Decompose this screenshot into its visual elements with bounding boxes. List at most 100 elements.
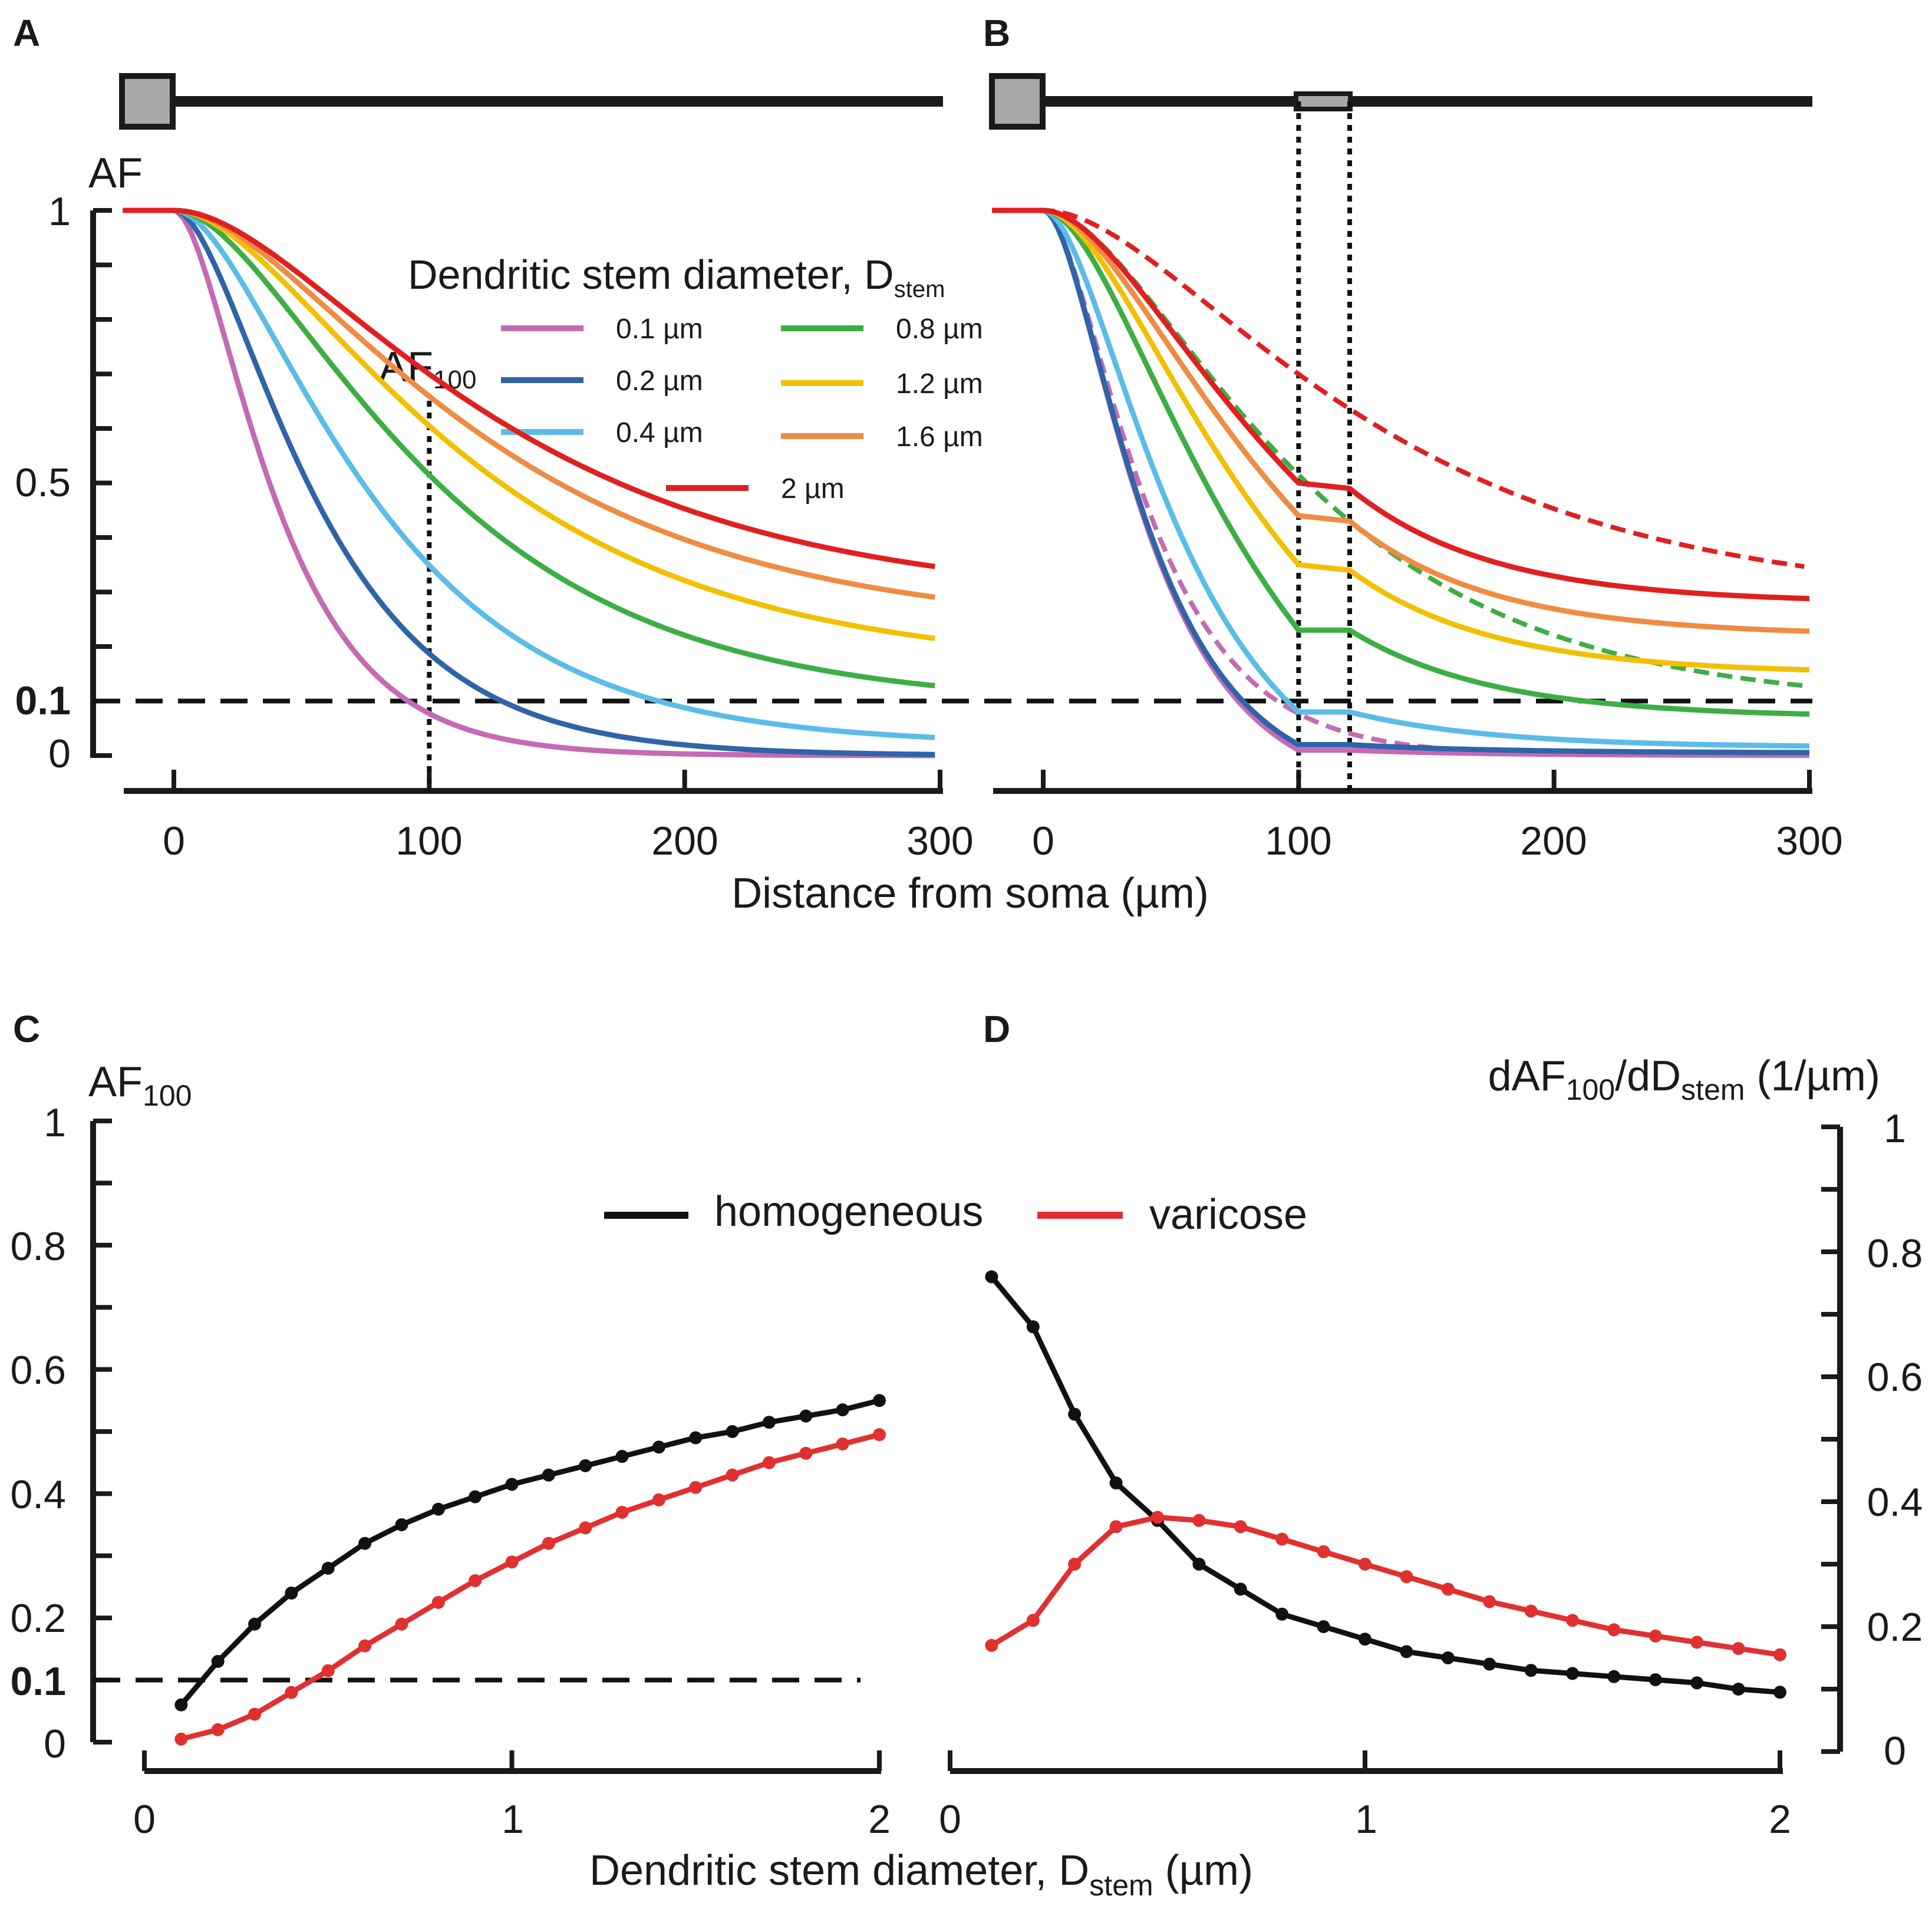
y-axis-title: AF100 — [88, 1058, 192, 1112]
x-tick-label: 0 — [133, 1797, 156, 1842]
y-axis-title: AF — [88, 150, 143, 197]
data-point-homogeneous — [1483, 1657, 1496, 1671]
data-point-varicose — [1732, 1642, 1745, 1656]
y-axis-title: dAF100/dDstem (1/µm) — [1488, 1053, 1880, 1106]
data-point-homogeneous — [248, 1617, 262, 1631]
data-point-varicose — [652, 1493, 665, 1506]
data-point-homogeneous — [579, 1459, 592, 1472]
data-point-varicose — [1026, 1614, 1040, 1627]
data-point-homogeneous — [1441, 1651, 1455, 1664]
top-x-axis-title: Distance from soma (µm) — [731, 870, 1209, 917]
x-tick-label: 2 — [868, 1797, 891, 1842]
data-point-homogeneous — [321, 1561, 335, 1575]
x-tick-label: 0 — [1032, 819, 1054, 863]
series-line-02 — [123, 207, 935, 757]
series-line-varicose — [992, 207, 1810, 717]
data-point-varicose — [1400, 1570, 1413, 1584]
data-point-varicose — [1690, 1635, 1704, 1649]
data-point-homogeneous — [1234, 1582, 1247, 1596]
legend-label: 0.4 µm — [616, 417, 703, 449]
data-point-varicose — [1109, 1520, 1123, 1534]
series-line-varicose — [992, 207, 1810, 602]
legend-label: 1.2 µm — [896, 368, 983, 400]
legend-label-varicose: varicose — [1149, 1191, 1307, 1238]
panel-d-axes: 1 0.8 0.6 0.4 0.2 0 0 1 2 dAF100/dDstem … — [939, 1053, 1923, 1842]
schematic-varicose — [989, 73, 1812, 130]
x-tick-label: 1 — [502, 1797, 524, 1842]
legend-label: 0.2 µm — [616, 365, 703, 397]
series-line-16 — [123, 207, 935, 600]
panel-letter-d: D — [983, 1008, 1010, 1050]
schematic-homogeneous — [119, 73, 943, 130]
data-point-varicose — [469, 1574, 482, 1587]
legend-title: Dendritic stem diameter, Dstem — [408, 252, 945, 302]
reference-dashed-line — [992, 208, 1805, 569]
data-point-varicose — [1649, 1629, 1662, 1643]
y-tick-label: 0.4 — [10, 1472, 66, 1517]
legend-label: 0.1 µm — [616, 314, 703, 345]
x-tick-label: 100 — [1265, 819, 1331, 863]
data-point-homogeneous — [1275, 1607, 1289, 1621]
y-tick-label: 0.6 — [1867, 1355, 1923, 1400]
data-point-homogeneous — [1400, 1645, 1413, 1658]
data-point-varicose — [1441, 1582, 1455, 1596]
y-tick-label: 0.1 — [15, 678, 71, 723]
series-line-varicose — [992, 207, 1809, 759]
data-point-homogeneous — [1566, 1667, 1579, 1680]
data-point-homogeneous — [1607, 1670, 1621, 1683]
legend-label: 1.6 µm — [896, 421, 983, 453]
series-line-varicose — [992, 207, 1810, 673]
data-point-varicose — [1068, 1558, 1082, 1571]
panel-a-plot — [93, 207, 1812, 791]
legend-cable-type: homogeneous varicose — [604, 1188, 1307, 1238]
data-point-varicose — [1151, 1511, 1164, 1524]
y-tick-label: 1 — [48, 189, 71, 234]
y-tick-label: 0.6 — [10, 1348, 66, 1393]
data-point-varicose — [1524, 1604, 1538, 1618]
data-point-varicose — [726, 1468, 739, 1482]
y-tick-label: 0.5 — [15, 460, 71, 505]
data-point-homogeneous — [1649, 1673, 1662, 1687]
data-point-varicose — [689, 1480, 703, 1494]
y-tick-label: 0 — [1884, 1729, 1906, 1773]
panel-c-axes: 1 0.8 0.6 0.4 0.2 0.1 0 0 1 2 AF100 — [10, 1058, 890, 1842]
data-point-varicose — [985, 1638, 998, 1652]
data-point-homogeneous — [211, 1654, 225, 1668]
data-point-homogeneous — [1732, 1683, 1745, 1696]
data-point-homogeneous — [358, 1536, 372, 1550]
data-point-homogeneous — [469, 1490, 482, 1503]
data-point-varicose — [579, 1521, 592, 1535]
data-point-homogeneous — [836, 1403, 849, 1417]
series-line-08 — [123, 207, 935, 688]
series-line-varicose — [992, 207, 1810, 749]
data-point-homogeneous — [395, 1518, 408, 1532]
data-point-varicose — [285, 1686, 298, 1699]
bottom-x-axis-title: Dendritic stem diameter, Dstem (µm) — [589, 1847, 1253, 1902]
data-point-varicose — [1483, 1595, 1496, 1608]
data-point-homogeneous — [799, 1409, 813, 1423]
data-point-varicose — [211, 1723, 225, 1736]
data-point-homogeneous — [542, 1468, 555, 1482]
data-point-homogeneous — [1068, 1407, 1082, 1421]
y-tick-label: 0.8 — [10, 1224, 66, 1269]
soma-icon — [119, 73, 176, 130]
x-tick-label: 200 — [651, 819, 718, 863]
data-point-varicose — [542, 1536, 555, 1550]
panel-d-plot — [985, 1270, 1786, 1699]
data-point-varicose — [1192, 1513, 1206, 1527]
panel-a-axes: 1 0.5 0.1 0 0 100 200 300 AF AF100 — [15, 150, 973, 863]
data-point-varicose — [174, 1732, 188, 1746]
data-point-varicose — [836, 1437, 849, 1451]
data-point-homogeneous — [762, 1416, 776, 1429]
series-line-varicose — [990, 1515, 1781, 1658]
x-tick-label: 200 — [1520, 819, 1587, 863]
y-tick-label: 0.1 — [10, 1659, 66, 1704]
data-point-varicose — [1607, 1623, 1621, 1637]
reference-dashed-line — [992, 208, 1805, 688]
data-point-homogeneous — [1359, 1633, 1371, 1646]
y-tick-label: 0.4 — [1867, 1480, 1923, 1525]
data-point-homogeneous — [615, 1450, 629, 1463]
data-point-varicose — [1234, 1520, 1247, 1534]
data-point-varicose — [615, 1506, 629, 1519]
series-line-varicose — [992, 207, 1810, 634]
